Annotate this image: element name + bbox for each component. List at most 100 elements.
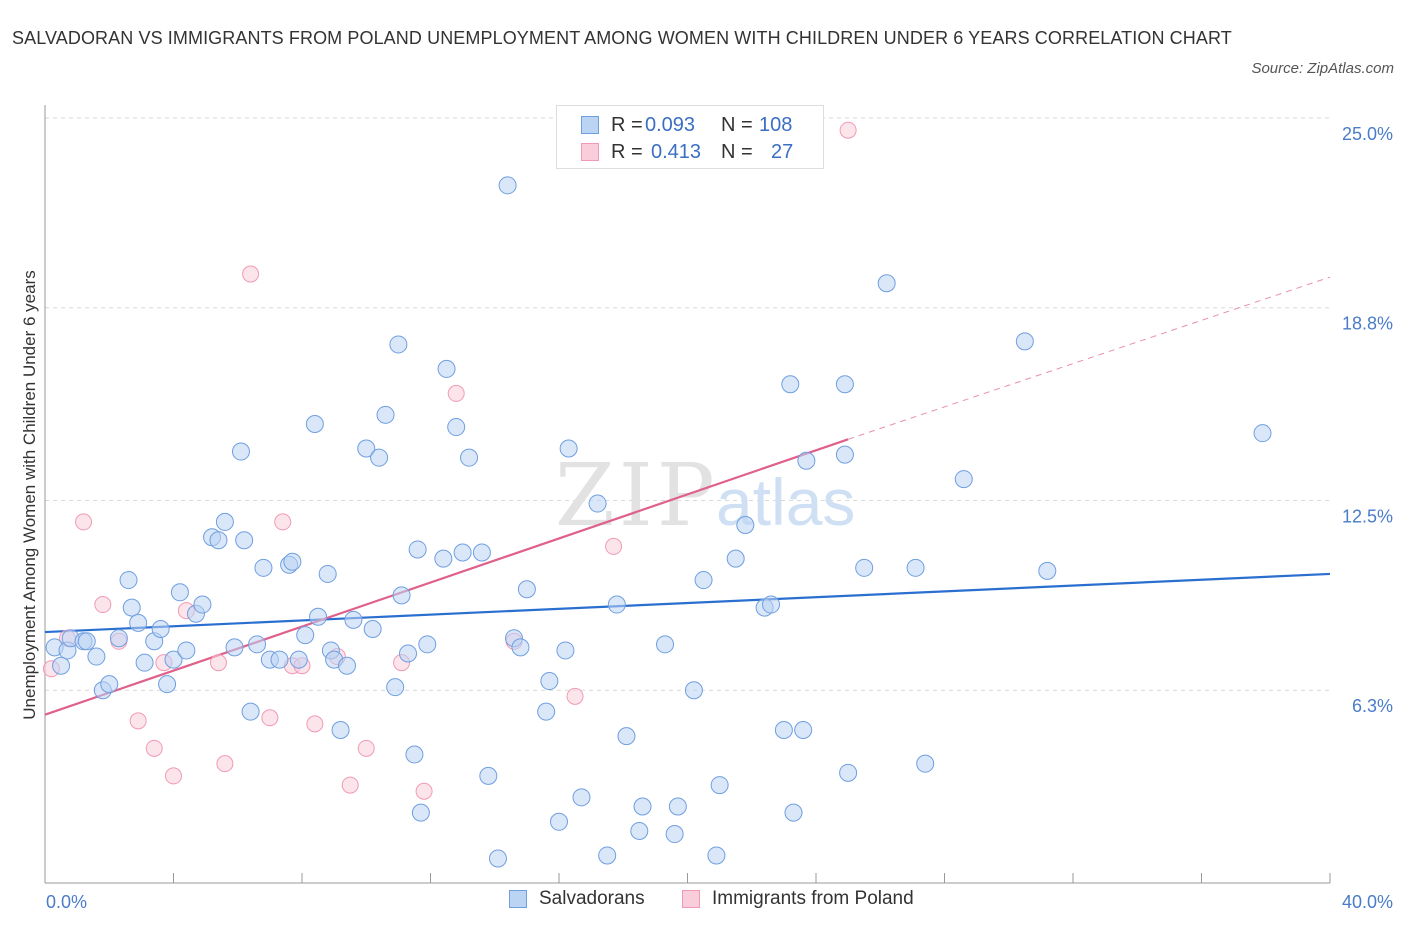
data-point-salvadorans [370, 448, 389, 467]
y-tick-label: 25.0% [1342, 124, 1393, 144]
legend-swatch-pink [682, 890, 700, 908]
data-point-poland [605, 537, 623, 555]
data-point-salvadorans [517, 580, 536, 599]
legend-swatch-blue [509, 890, 527, 908]
data-point-poland [242, 265, 260, 283]
data-point-salvadorans [289, 650, 308, 669]
data-point-salvadorans [835, 375, 854, 394]
data-point-salvadorans [170, 583, 189, 602]
y-axis-label: Unemployment Among Women with Children U… [20, 270, 39, 719]
legend-label: Immigrants from Poland [712, 888, 914, 909]
data-point-salvadorans [598, 846, 617, 865]
data-point-poland [165, 767, 182, 785]
r-value: 0.093 [645, 113, 696, 136]
trend-line-salvadorans [44, 572, 1331, 634]
data-point-salvadorans [550, 812, 568, 831]
data-point-salvadorans [460, 448, 479, 467]
data-point-salvadorans [572, 788, 591, 807]
data-point-salvadorans [556, 641, 575, 660]
axes [44, 105, 1331, 884]
data-point-salvadorans [630, 821, 649, 840]
data-point-salvadorans [797, 451, 816, 470]
data-point-salvadorans [215, 512, 234, 531]
data-points [42, 121, 1272, 868]
trend-line-poland [44, 438, 849, 716]
data-point-poland [216, 755, 234, 773]
r-label: R = [611, 140, 643, 163]
data-point-salvadorans [158, 675, 177, 694]
data-point-salvadorans [241, 702, 260, 721]
data-point-salvadorans [129, 613, 148, 632]
data-point-salvadorans [418, 635, 437, 654]
legend-row-poland: R = 0.413 N = 27 [581, 139, 793, 165]
data-point-salvadorans [656, 635, 675, 654]
data-point-salvadorans [151, 620, 170, 639]
n-value: 108 [759, 113, 793, 136]
data-point-salvadorans [357, 439, 376, 458]
trend-lines [44, 276, 1331, 716]
data-point-salvadorans [100, 675, 119, 694]
data-point-salvadorans [52, 656, 71, 675]
data-point-salvadorans [135, 653, 154, 672]
data-point-salvadorans [1015, 332, 1034, 351]
data-point-salvadorans [607, 595, 626, 614]
data-point-salvadorans [588, 494, 607, 513]
data-point-salvadorans [774, 721, 793, 739]
data-point-poland [145, 739, 163, 757]
data-point-salvadorans [453, 543, 472, 562]
data-point-salvadorans [87, 647, 106, 666]
data-point-salvadorans [710, 776, 729, 795]
legend-item-salvadorans[interactable]: Salvadorans [509, 888, 645, 910]
data-point-salvadorans [283, 552, 302, 571]
n-label: N = [721, 113, 753, 136]
data-point-salvadorans [736, 515, 755, 534]
source-label: Source: ZipAtlas.com [1251, 60, 1394, 77]
legend-item-poland[interactable]: Immigrants from Poland [682, 888, 914, 910]
data-point-salvadorans [479, 766, 498, 785]
data-point-salvadorans [337, 656, 356, 675]
trend-line-poland-extension [847, 276, 1331, 440]
data-point-salvadorans [694, 571, 713, 590]
data-point-poland [566, 687, 584, 705]
r-value: 0.413 [651, 140, 702, 163]
data-point-salvadorans [633, 797, 652, 816]
data-point-salvadorans [235, 531, 254, 550]
data-point-salvadorans [254, 558, 273, 577]
data-point-salvadorans [309, 607, 328, 626]
correlation-legend: R = 0.093 N = 108 R = 0.413 N = 27 [556, 105, 824, 169]
y-tick-label: 6.3% [1352, 696, 1393, 716]
legend-label: Salvadorans [539, 888, 645, 909]
data-point-poland [357, 739, 375, 757]
data-point-salvadorans [386, 678, 405, 697]
data-point-salvadorans [794, 721, 813, 739]
data-point-salvadorans [193, 595, 212, 614]
data-point-poland [306, 715, 324, 733]
data-point-poland [94, 596, 112, 614]
y-tick-label: 18.8% [1342, 314, 1393, 334]
data-point-salvadorans [540, 672, 559, 691]
data-point-salvadorans [762, 595, 781, 614]
data-point-salvadorans [488, 849, 507, 868]
data-point-salvadorans [225, 638, 244, 657]
data-point-poland [839, 121, 857, 139]
data-point-salvadorans [344, 610, 363, 629]
data-point-salvadorans [617, 727, 636, 746]
data-point-salvadorans [1253, 424, 1272, 443]
data-point-salvadorans [559, 439, 578, 458]
data-point-poland [341, 776, 359, 794]
data-point-salvadorans [537, 702, 556, 721]
data-point-salvadorans [954, 470, 973, 489]
data-point-salvadorans [447, 418, 466, 437]
data-point-salvadorans [119, 571, 138, 590]
data-point-salvadorans [665, 825, 684, 844]
data-point-salvadorans [437, 359, 456, 378]
data-point-salvadorans [511, 638, 530, 657]
data-point-salvadorans [77, 632, 96, 651]
data-point-salvadorans [164, 650, 183, 669]
data-point-salvadorans [472, 543, 491, 562]
series-legend: Salvadorans Immigrants from Poland [0, 888, 1406, 916]
data-point-salvadorans [411, 803, 430, 822]
data-point-salvadorans [434, 549, 453, 568]
data-point-salvadorans [231, 442, 250, 461]
